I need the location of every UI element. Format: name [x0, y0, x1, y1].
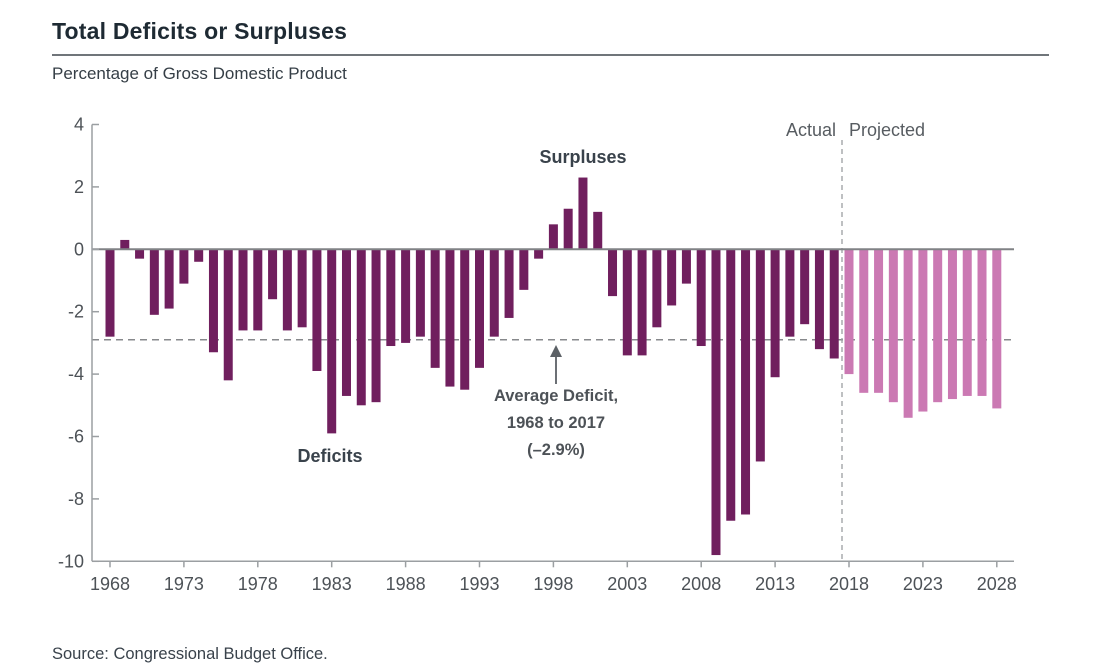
bar-2015 [800, 249, 810, 325]
x-tick-label-2018: 2018 [829, 574, 869, 594]
bar-1980 [282, 249, 292, 331]
page-title: Total Deficits or Surpluses [52, 18, 348, 44]
average-deficit-line2: 1968 to 2017 [506, 414, 606, 432]
bar-2020 [874, 249, 884, 393]
bar-1970 [135, 249, 145, 259]
bar-1979 [268, 249, 278, 300]
bar-1992 [460, 249, 470, 390]
bar-2021 [888, 249, 898, 403]
bar-1975 [208, 249, 218, 353]
x-tick-label-1968: 1968 [90, 574, 130, 594]
bar-1999 [563, 208, 573, 250]
bar-2014 [785, 249, 795, 337]
bar-2002 [608, 249, 618, 297]
bar-2009 [711, 249, 721, 556]
bar-2012 [755, 249, 765, 462]
x-tick-label-1988: 1988 [386, 574, 426, 594]
source-note: Source: Congressional Budget Office. [52, 645, 328, 663]
bar-1971 [149, 249, 159, 315]
bar-2025 [947, 249, 957, 400]
y-tick-label--2: -2 [68, 302, 84, 322]
bar-1990 [430, 249, 440, 368]
x-tick-label-1998: 1998 [533, 574, 573, 594]
bar-1988 [401, 249, 411, 343]
average-deficit-line1: Average Deficit, [493, 387, 619, 405]
bar-1982 [312, 249, 322, 371]
bar-1985 [356, 249, 366, 406]
bar-2017 [829, 249, 839, 359]
y-tick-label-2: 2 [74, 177, 84, 197]
surpluses-label: Surpluses [539, 147, 627, 167]
bar-2026 [962, 249, 972, 396]
projected-label: Projected [849, 120, 926, 140]
bar-2000 [578, 177, 588, 250]
y-tick-label-0: 0 [74, 239, 84, 259]
x-tick-label-1978: 1978 [238, 574, 278, 594]
bar-1987 [386, 249, 396, 347]
bar-2016 [814, 249, 824, 350]
y-tick-label--10: -10 [58, 551, 84, 571]
x-tick-label-1993: 1993 [459, 574, 499, 594]
chart-subtitle: Percentage of Gross Domestic Product [52, 64, 347, 83]
bar-1995 [504, 249, 514, 318]
x-tick-label-2003: 2003 [607, 574, 647, 594]
bar-1977 [238, 249, 248, 331]
average-deficit-annotation: Average Deficit, 1968 to 2017 (–2.9%) [456, 383, 656, 464]
bar-2023 [918, 249, 928, 412]
y-tick-label--6: -6 [68, 427, 84, 447]
bar-2007 [681, 249, 691, 284]
bar-1978 [253, 249, 263, 331]
bar-1974 [194, 249, 204, 262]
bar-1984 [341, 249, 351, 396]
bar-2004 [637, 249, 647, 356]
bar-2019 [859, 249, 869, 393]
bar-2008 [696, 249, 706, 347]
y-tick-label--4: -4 [68, 364, 84, 384]
average-deficit-line3: (–2.9%) [527, 441, 585, 459]
bar-2001 [593, 211, 603, 250]
x-tick-label-2023: 2023 [903, 574, 943, 594]
y-tick-label-4: 4 [74, 115, 84, 135]
bar-1998 [548, 224, 558, 250]
bar-1976 [223, 249, 233, 381]
actual-label: Actual [785, 120, 836, 140]
bar-1968 [105, 249, 115, 337]
x-tick-label-1983: 1983 [312, 574, 352, 594]
bar-2018 [844, 249, 854, 375]
annotation-arrow-head [550, 345, 562, 357]
x-tick-label-2028: 2028 [977, 574, 1017, 594]
bar-1989 [415, 249, 425, 337]
bar-1973 [179, 249, 189, 284]
bar-1996 [519, 249, 529, 290]
bar-1981 [297, 249, 307, 328]
bar-2010 [726, 249, 736, 521]
x-tick-label-2008: 2008 [681, 574, 721, 594]
x-tick-label-2013: 2013 [755, 574, 795, 594]
bar-1993 [475, 249, 484, 368]
title-divider [52, 54, 1049, 56]
bar-2011 [741, 249, 751, 515]
bar-1991 [445, 249, 455, 387]
bar-1986 [371, 249, 381, 403]
bar-1994 [489, 249, 499, 337]
bar-2022 [903, 249, 913, 418]
deficits-label: Deficits [297, 446, 363, 466]
bar-1983 [327, 249, 337, 434]
bar-2024 [933, 249, 943, 403]
bar-2003 [622, 249, 632, 356]
bar-2005 [652, 249, 662, 328]
bar-1972 [164, 249, 174, 309]
x-tick-label-1973: 1973 [164, 574, 204, 594]
bar-2027 [977, 249, 987, 396]
bar-1997 [534, 249, 544, 259]
bar-2013 [770, 249, 780, 378]
y-tick-label--8: -8 [68, 489, 84, 509]
bar-2028 [992, 249, 1002, 409]
bar-1969 [120, 239, 130, 250]
bar-2006 [667, 249, 677, 306]
